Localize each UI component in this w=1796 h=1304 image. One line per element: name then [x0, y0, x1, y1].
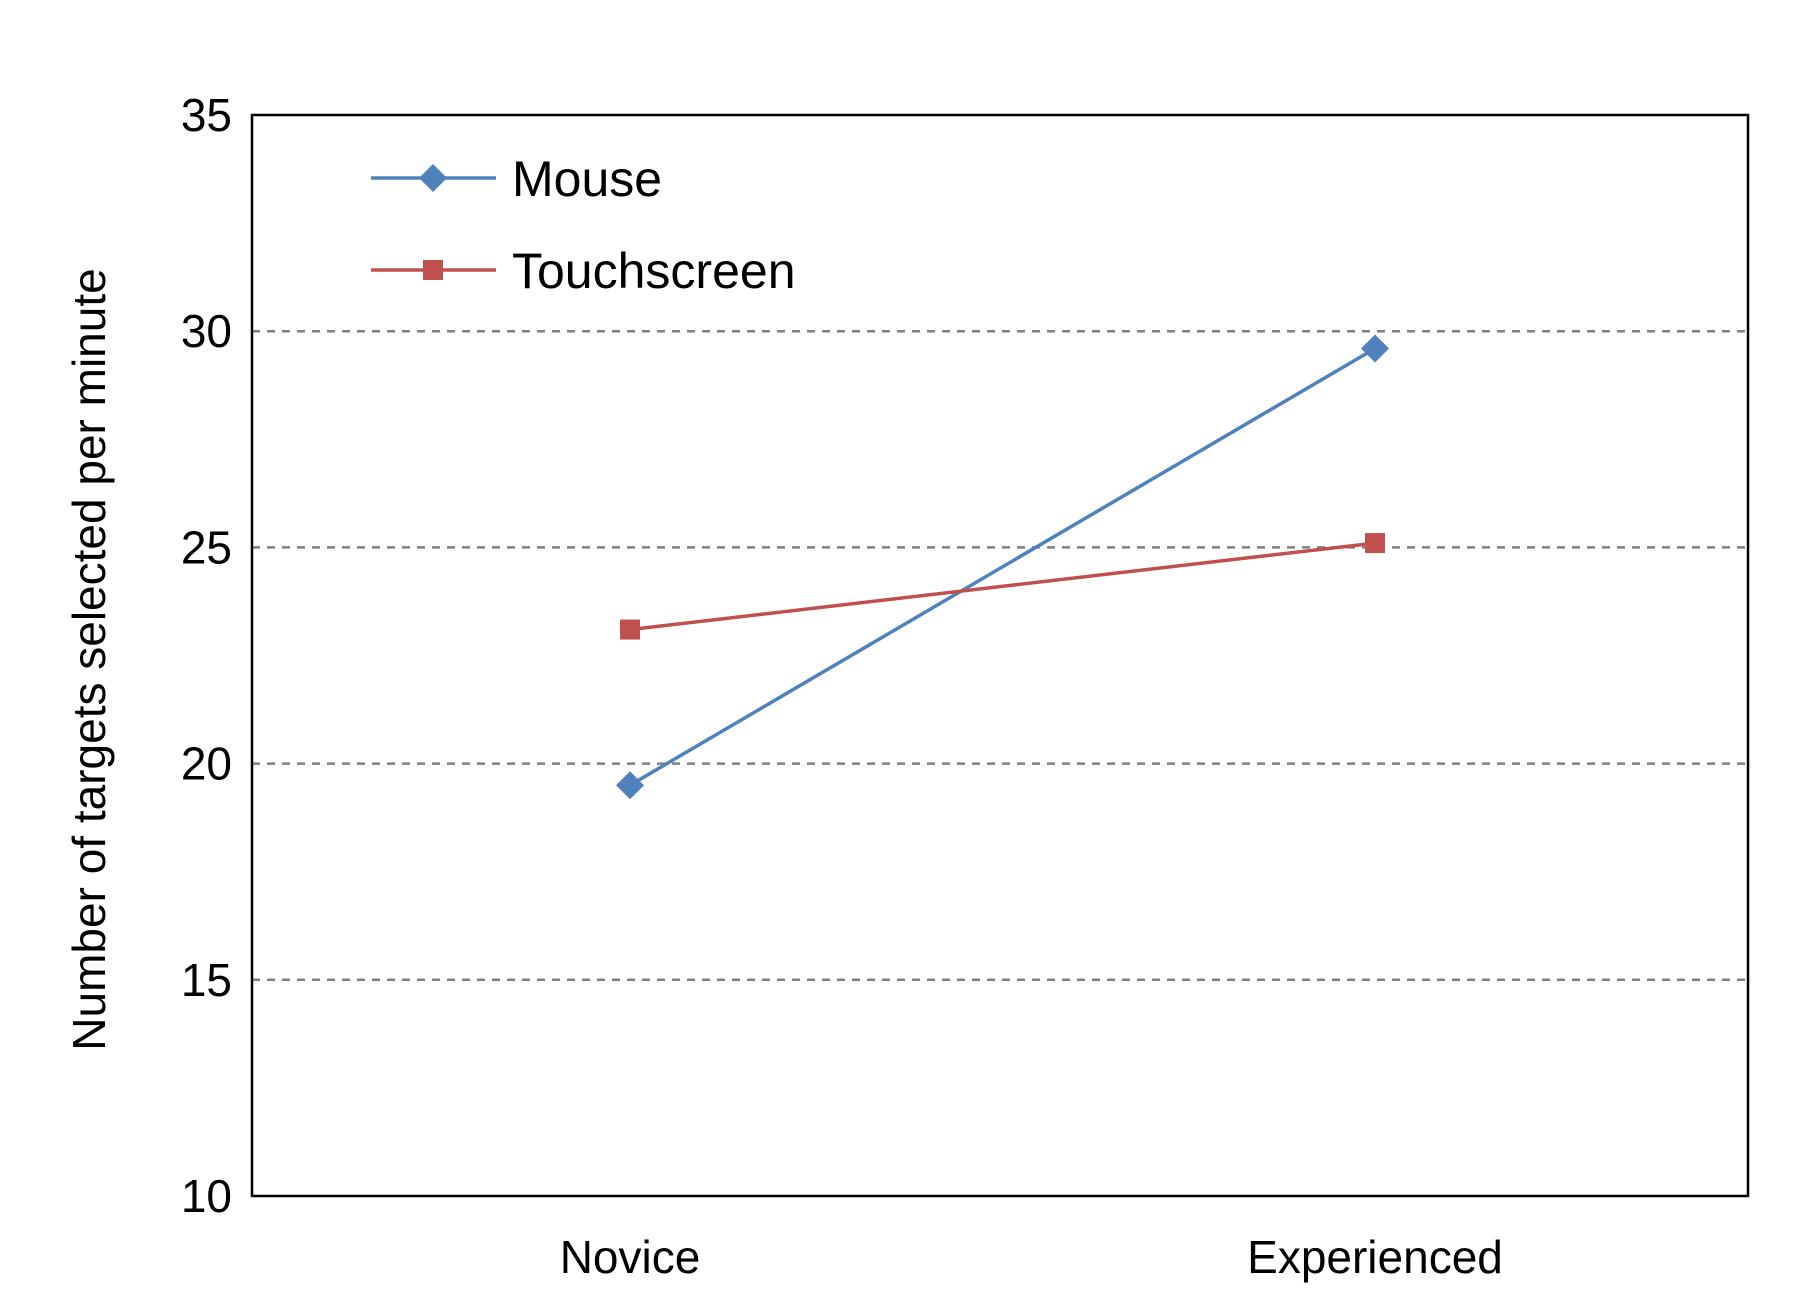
- x-axis-ticks: Novice Experienced: [560, 1231, 1503, 1283]
- y-tick-label: 25: [181, 521, 232, 573]
- y-axis-title: Number of targets selected per minute: [63, 268, 115, 1050]
- series-mouse: [616, 334, 1389, 800]
- x-tick-label: Novice: [560, 1231, 701, 1283]
- plot-area: [250, 113, 1750, 1198]
- y-tick-label: 10: [181, 1170, 232, 1222]
- series: [616, 334, 1389, 800]
- y-tick-label: 20: [181, 738, 232, 790]
- x-tick-label: Experienced: [1247, 1231, 1503, 1283]
- legend-marker: [423, 260, 443, 280]
- data-point: [1361, 334, 1389, 363]
- y-tick-label: 35: [181, 89, 232, 141]
- y-tick-label: 15: [181, 954, 232, 1006]
- series-line: [629, 346, 1376, 787]
- y-tick-label: 30: [181, 305, 232, 357]
- series-touchscreen: [620, 533, 1385, 640]
- data-point: [1365, 533, 1385, 554]
- data-point: [616, 771, 644, 800]
- y-axis-ticks: 10 15 20 25 30 35: [181, 89, 232, 1222]
- gridlines: [252, 329, 1748, 982]
- legend-marker: [419, 164, 447, 192]
- series-line: [629, 541, 1376, 632]
- legend-label: Mouse: [512, 151, 662, 207]
- legend: Mouse Touchscreen: [371, 151, 796, 299]
- legend-label: Touchscreen: [512, 243, 796, 299]
- data-point: [620, 619, 640, 640]
